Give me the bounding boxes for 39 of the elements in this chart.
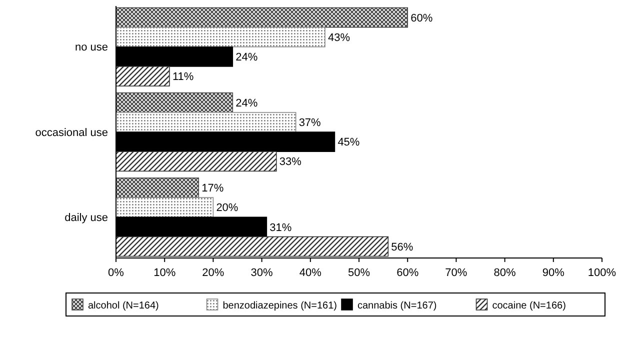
bar bbox=[116, 7, 408, 28]
data-label: 20% bbox=[216, 202, 238, 214]
bar bbox=[116, 66, 170, 86]
x-tick-label: 70% bbox=[445, 267, 468, 279]
bar bbox=[116, 151, 277, 172]
x-tick-label: 0% bbox=[108, 267, 124, 279]
data-label: 24% bbox=[236, 97, 258, 110]
bar bbox=[116, 92, 234, 113]
y-tick-label: no use bbox=[74, 42, 108, 54]
bar bbox=[116, 178, 200, 198]
x-tick-label: 30% bbox=[250, 267, 274, 279]
x-tick-label: 10% bbox=[154, 267, 176, 279]
x-tick-label: 60% bbox=[396, 267, 419, 279]
data-label: 11% bbox=[172, 71, 194, 84]
bar bbox=[116, 26, 326, 48]
x-tick-label: 40% bbox=[299, 267, 322, 279]
x-tick-label: 20% bbox=[202, 267, 224, 279]
legend-label: alcohol (N=164) bbox=[88, 300, 159, 312]
y-tick-label: occasional use bbox=[35, 126, 108, 139]
data-label: 24% bbox=[236, 52, 258, 64]
bar bbox=[116, 112, 296, 132]
data-label: 45% bbox=[338, 136, 360, 149]
x-tick-label: 80% bbox=[494, 267, 516, 279]
x-tick-label: 90% bbox=[542, 267, 565, 279]
legend-label: benzodiazepines (N=161) bbox=[222, 300, 337, 312]
x-tick-label: 100% bbox=[588, 267, 616, 279]
y-tick-label: daily use bbox=[64, 212, 108, 224]
data-label: 43% bbox=[328, 32, 350, 44]
data-label: 17% bbox=[202, 182, 224, 195]
x-tick-label: 50% bbox=[348, 267, 370, 279]
data-label: 37% bbox=[298, 117, 322, 130]
data-label: 31% bbox=[270, 222, 292, 234]
legend-label: cocaine (N=166) bbox=[492, 300, 566, 312]
data-label: 56% bbox=[391, 241, 414, 254]
data-label: 60% bbox=[410, 12, 433, 24]
bar bbox=[116, 236, 389, 257]
bar bbox=[116, 197, 214, 218]
legend-label: cannabis (N=167) bbox=[358, 300, 437, 312]
data-label: 33% bbox=[279, 156, 302, 168]
